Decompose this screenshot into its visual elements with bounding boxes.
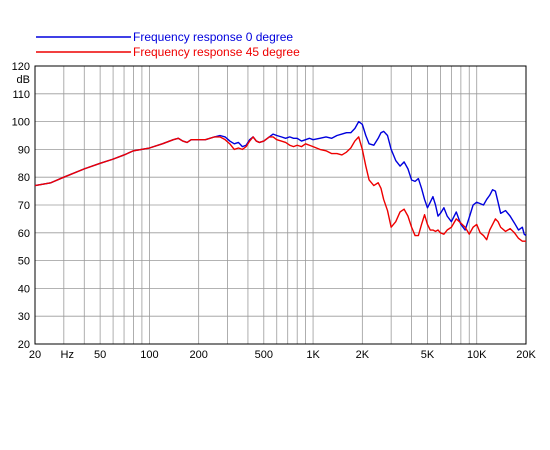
y-tick-label: 100 [12,117,30,129]
x-tick-label: 200 [189,349,207,361]
y-tick-label: 120 [12,61,30,73]
x-tick-label: 20 [29,349,41,361]
y-tick-label: 40 [18,283,30,295]
y-tick-label: 70 [18,200,30,212]
y-tick-label: 60 [18,228,30,240]
x-tick-label: 50 [94,349,106,361]
series-lines [34,120,527,242]
x-tick-label: 1K [306,349,320,361]
plot-frame [34,65,527,345]
y-axis-label: dB [17,74,30,86]
x-tick-label: 10K [467,349,487,361]
series-line-45-degree [34,136,526,242]
y-tick-label: 50 [18,256,30,268]
legend-label: Frequency response 0 degree [133,30,293,44]
legend-label: Frequency response 45 degree [133,45,300,59]
y-tick-label: 90 [18,144,30,156]
x-axis-unit-label: Hz [61,349,74,361]
x-tick-label: 100 [140,349,158,361]
x-tick-label: 500 [255,349,273,361]
y-tick-label: 20 [18,339,30,351]
y-axis-ticks: 20 30 40 50 60 70 80 90 100 110 120 [12,61,30,351]
series-line-0-degree [34,120,527,237]
x-axis-ticks: 20 50 100 200 500 1K 2K 5K 10K 20K [29,349,537,361]
y-tick-label: 30 [18,311,30,323]
x-tick-label: 20K [516,349,536,361]
y-tick-label: 110 [12,89,30,101]
x-tick-label: 5K [421,349,435,361]
grid-lines [35,66,526,344]
y-tick-label: 80 [18,172,30,184]
x-tick-label: 2K [356,349,370,361]
